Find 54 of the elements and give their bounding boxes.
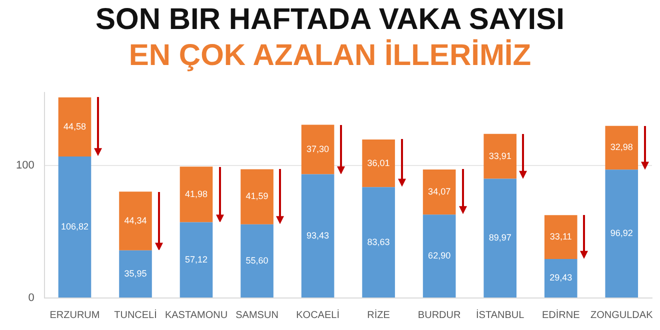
x-tick-label: KOCAELİ bbox=[296, 308, 340, 321]
bar bbox=[605, 170, 638, 298]
x-tick-label: KASTAMONU bbox=[164, 310, 228, 321]
data-label: 36,01 bbox=[367, 158, 390, 168]
bar bbox=[58, 156, 92, 298]
bar bbox=[484, 178, 516, 298]
data-label: 57,12 bbox=[185, 254, 208, 264]
bar bbox=[180, 166, 213, 222]
data-label: 37,30 bbox=[306, 144, 330, 154]
data-label: 41,59 bbox=[246, 191, 268, 202]
data-label: 44,34 bbox=[124, 215, 147, 226]
data-label: 32,98 bbox=[610, 142, 633, 152]
bar bbox=[301, 124, 334, 174]
bar bbox=[422, 170, 456, 215]
data-label: 83,63 bbox=[367, 236, 390, 247]
bar bbox=[240, 169, 274, 224]
bar bbox=[362, 139, 395, 188]
x-tick-label: EDİRNE bbox=[542, 308, 580, 321]
bar bbox=[119, 192, 152, 250]
bar bbox=[605, 126, 638, 170]
data-label: 41,98 bbox=[185, 188, 208, 199]
x-tick-label: İSTANBUL bbox=[476, 308, 525, 321]
x-tick-label: BURDUR bbox=[418, 310, 461, 321]
bar bbox=[362, 187, 395, 298]
bar bbox=[544, 215, 578, 259]
bar bbox=[544, 259, 578, 298]
bar bbox=[119, 250, 152, 298]
bar bbox=[484, 134, 516, 179]
bar bbox=[301, 174, 334, 298]
bar bbox=[422, 214, 456, 298]
y-tick-label: 0 bbox=[28, 292, 34, 304]
y-tick-label: 100 bbox=[16, 160, 34, 172]
data-label: 29,43 bbox=[550, 272, 572, 283]
data-label: 106,82 bbox=[60, 221, 88, 232]
bar bbox=[180, 222, 213, 298]
data-label: 93,43 bbox=[306, 230, 330, 240]
x-tick-label: TUNCELİ bbox=[114, 308, 157, 321]
data-label: 33,11 bbox=[550, 232, 572, 242]
x-tick-label: RİZE bbox=[367, 308, 390, 321]
x-tick-label: ZONGULDAK bbox=[590, 310, 654, 321]
data-label: 62,90 bbox=[428, 250, 451, 261]
bar bbox=[240, 224, 274, 298]
x-tick-label: ERZURUM bbox=[50, 310, 100, 321]
data-label: 96,92 bbox=[610, 228, 633, 238]
data-label: 44,58 bbox=[63, 121, 86, 132]
data-label: 35,95 bbox=[124, 268, 147, 278]
data-label: 55,60 bbox=[246, 255, 268, 266]
x-tick-label: SAMSUN bbox=[236, 310, 278, 321]
data-label: 33,91 bbox=[488, 150, 512, 161]
data-label: 34,07 bbox=[428, 186, 451, 197]
chart-title: SON BIR HAFTADA VAKA SAYISI bbox=[94, 2, 566, 38]
bar bbox=[58, 97, 92, 156]
chart-subtitle: EN ÇOK AZALAN İLLERİMİZ bbox=[128, 38, 532, 74]
data-label: 89,97 bbox=[488, 232, 512, 243]
